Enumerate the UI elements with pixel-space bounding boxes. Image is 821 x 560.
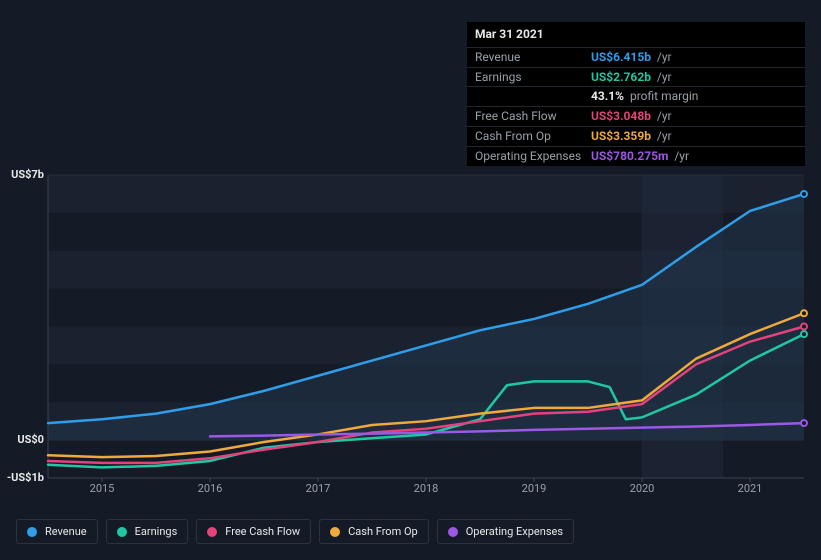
y-axis-label: US$7b [0,168,44,181]
legend-label: Operating Expenses [466,525,563,538]
legend-item[interactable]: Revenue [16,519,98,544]
legend-dot-icon [330,527,340,537]
legend-label: Revenue [45,525,87,538]
legend-dot-icon [448,527,458,537]
legend-label: Free Cash Flow [225,525,300,538]
chart-svg[interactable] [0,0,821,560]
series-end-marker[interactable] [801,331,807,337]
series-end-marker[interactable] [801,420,807,426]
series-end-marker[interactable] [801,310,807,316]
series-end-marker[interactable] [801,191,807,197]
y-axis-label: US$0 [0,433,44,446]
x-axis-label: 2017 [306,482,331,495]
financials-chart: Mar 31 2021 RevenueUS$6.415b /yrEarnings… [0,0,821,560]
x-axis-label: 2021 [738,482,763,495]
legend: Revenue Earnings Free Cash Flow Cash From O… [16,519,574,544]
x-axis-label: 2018 [414,482,439,495]
legend-label: Cash From Op [348,525,418,538]
series-end-marker[interactable] [801,324,807,330]
legend-dot-icon [207,527,217,537]
x-axis-label: 2015 [90,482,115,495]
x-axis-label: 2020 [630,482,655,495]
y-axis-label: -US$1b [0,471,44,484]
x-axis-label: 2016 [198,482,223,495]
legend-item[interactable]: Free Cash Flow [196,519,311,544]
legend-dot-icon [117,527,127,537]
legend-item[interactable]: Operating Expenses [437,519,574,544]
legend-item[interactable]: Cash From Op [319,519,429,544]
legend-dot-icon [27,527,37,537]
x-axis-label: 2019 [522,482,547,495]
legend-label: Earnings [135,525,178,538]
legend-item[interactable]: Earnings [106,519,189,544]
